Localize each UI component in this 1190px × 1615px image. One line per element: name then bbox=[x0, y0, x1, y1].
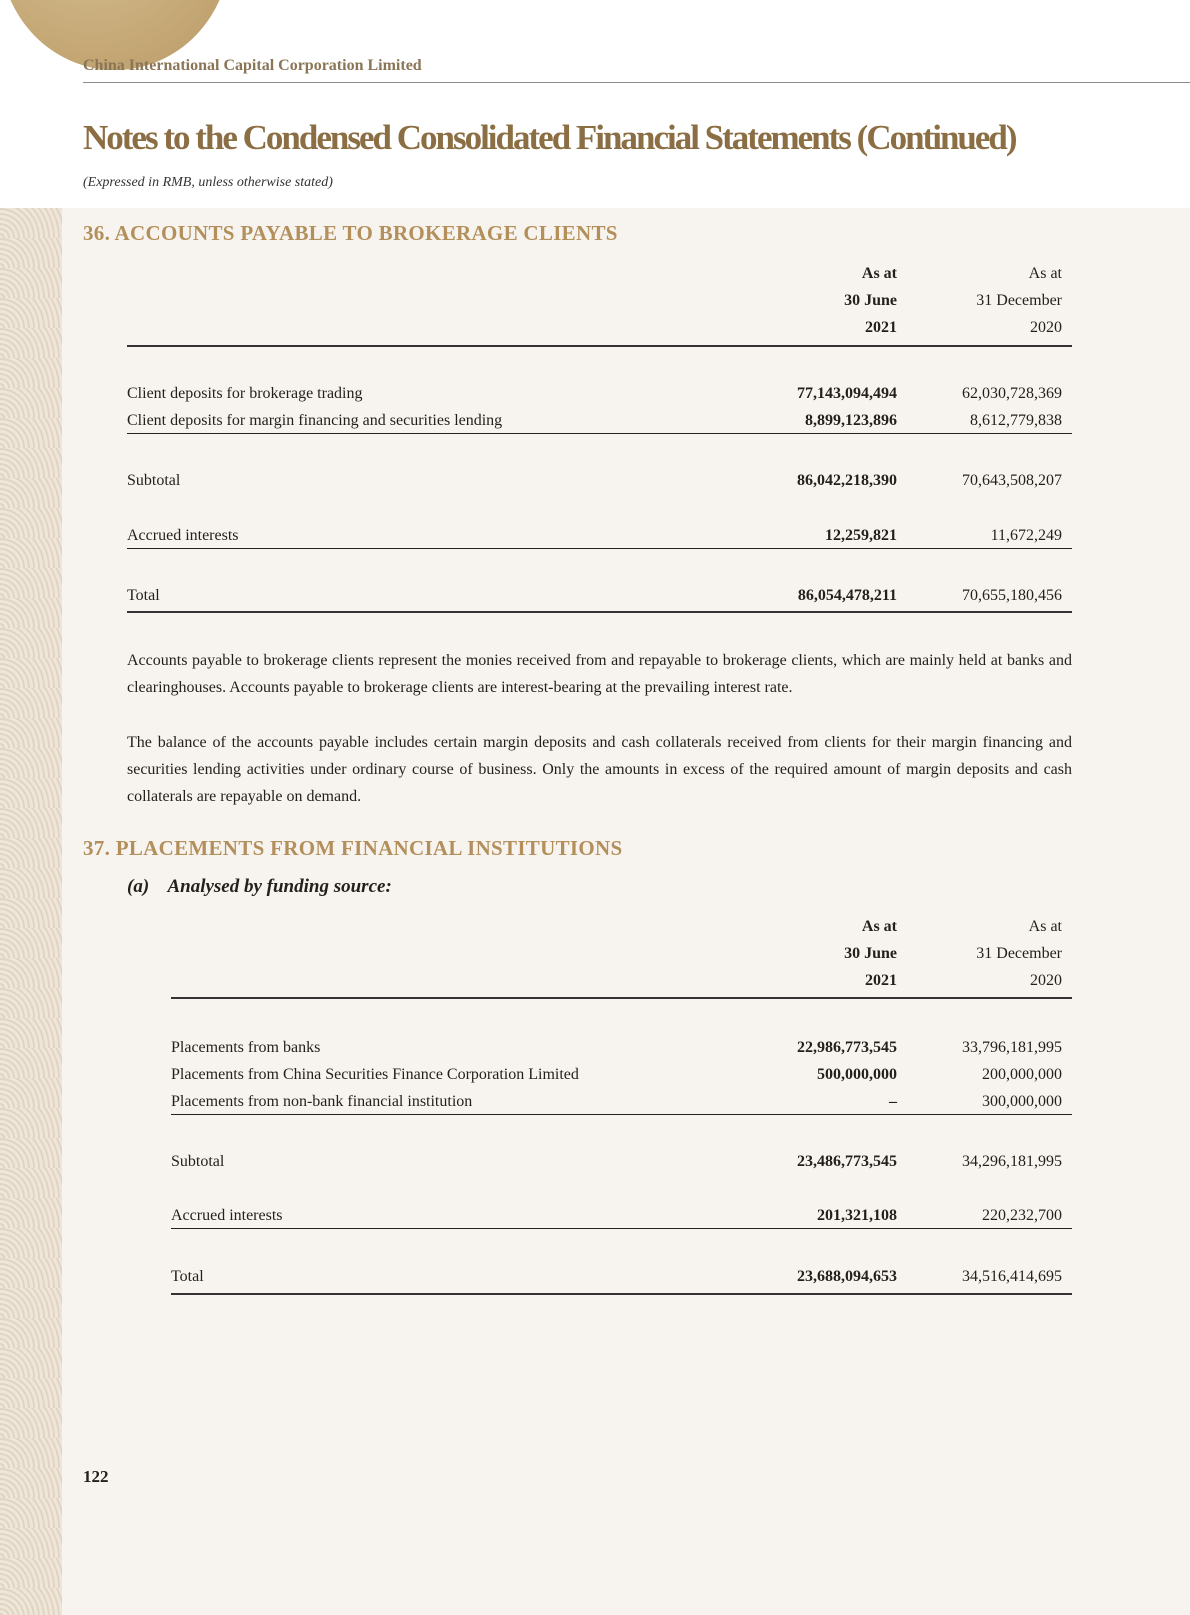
section-heading-36: 36. ACCOUNTS PAYABLE TO BROKERAGE CLIENT… bbox=[83, 221, 618, 245]
content-panel bbox=[62, 208, 1190, 1615]
table-rule bbox=[171, 1293, 1072, 1295]
page-title: Notes to the Condensed Consolidated Fina… bbox=[83, 118, 1018, 157]
col-header-2021: 2021 bbox=[865, 972, 897, 989]
table-rule bbox=[127, 345, 1072, 347]
row-value-2020: 11,672,249 bbox=[990, 527, 1062, 544]
row-value-2021: 8,899,123,896 bbox=[805, 412, 897, 429]
decorative-pattern-strip bbox=[0, 208, 62, 1615]
row-value-2020: 34,296,181,995 bbox=[962, 1153, 1062, 1170]
row-value-2021: 86,042,218,390 bbox=[797, 472, 897, 489]
row-label: Accrued interests bbox=[127, 527, 239, 544]
paragraph: The balance of the accounts payable incl… bbox=[127, 734, 1072, 805]
row-value-2020: 62,030,728,369 bbox=[962, 385, 1062, 402]
row-label: Total bbox=[127, 587, 160, 604]
page-number: 122 bbox=[83, 1467, 109, 1486]
row-value-2020: 34,516,414,695 bbox=[962, 1268, 1062, 1285]
row-label: Placements from banks bbox=[171, 1039, 321, 1056]
col-header-2021: 30 June bbox=[844, 945, 897, 962]
row-label: Placements from non-bank financial insti… bbox=[171, 1093, 473, 1110]
row-value-2021: 86,054,478,211 bbox=[797, 587, 897, 604]
col-header-2020: As at bbox=[1028, 918, 1062, 935]
col-header-2021: 30 June bbox=[844, 292, 897, 309]
row-label: Placements from China Securities Finance… bbox=[171, 1066, 579, 1083]
row-value-2020: 300,000,000 bbox=[982, 1093, 1062, 1110]
row-label: Client deposits for margin financing and… bbox=[127, 412, 503, 429]
col-header-2021: As at bbox=[861, 265, 897, 282]
row-value-2021: 500,000,000 bbox=[817, 1066, 897, 1083]
row-value-2021: 77,143,094,494 bbox=[797, 385, 897, 402]
page-subtitle: (Expressed in RMB, unless otherwise stat… bbox=[83, 175, 333, 190]
row-value-2020: 8,612,779,838 bbox=[970, 412, 1062, 429]
row-value-2020: 200,000,000 bbox=[982, 1066, 1062, 1083]
col-header-2020: As at bbox=[1028, 265, 1062, 282]
col-header-2020: 31 December bbox=[976, 945, 1062, 962]
paragraph: Accounts payable to brokerage clients re… bbox=[127, 652, 1072, 696]
row-value-2021: 201,321,108 bbox=[817, 1207, 897, 1224]
row-value-2020: 220,232,700 bbox=[982, 1207, 1062, 1224]
col-header-2020: 31 December bbox=[976, 292, 1062, 309]
row-label: Accrued interests bbox=[171, 1207, 283, 1224]
col-header-2021: 2021 bbox=[865, 319, 897, 336]
row-value-2021: 12,259,821 bbox=[825, 527, 897, 544]
row-label: Total bbox=[171, 1268, 204, 1285]
row-label: Subtotal bbox=[171, 1153, 225, 1170]
table-rule bbox=[127, 433, 1072, 434]
subsection-heading: (a) Analysed by funding source: bbox=[127, 876, 392, 897]
table-rule bbox=[127, 611, 1072, 613]
row-value-2021: 23,688,094,653 bbox=[797, 1268, 897, 1285]
row-label: Subtotal bbox=[127, 472, 181, 489]
company-name: China International Capital Corporation … bbox=[83, 57, 422, 74]
table-rule bbox=[171, 997, 1072, 999]
table-rule bbox=[171, 1114, 1072, 1115]
row-value-2020: 33,796,181,995 bbox=[962, 1039, 1062, 1056]
row-value-2020: 70,655,180,456 bbox=[962, 587, 1062, 604]
table-rule bbox=[171, 1228, 1072, 1229]
table-rule bbox=[127, 548, 1072, 549]
row-value-2021: – bbox=[889, 1093, 897, 1110]
row-label: Client deposits for brokerage trading bbox=[127, 385, 363, 402]
section-heading-37: 37. PLACEMENTS FROM FINANCIAL INSTITUTIO… bbox=[83, 836, 623, 860]
row-value-2021: 23,486,773,545 bbox=[797, 1153, 897, 1170]
col-header-2021: As at bbox=[861, 918, 897, 935]
header-divider bbox=[83, 82, 1190, 83]
row-value-2020: 70,643,508,207 bbox=[962, 472, 1062, 489]
col-header-2020: 2020 bbox=[1030, 972, 1062, 989]
col-header-2020: 2020 bbox=[1030, 319, 1062, 336]
row-value-2021: 22,986,773,545 bbox=[797, 1039, 897, 1056]
